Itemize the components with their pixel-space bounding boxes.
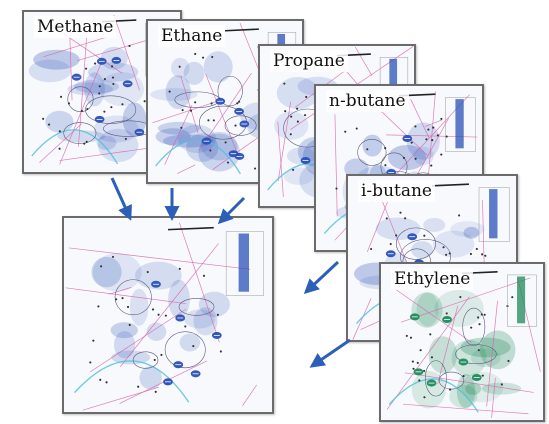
panel-combined — [62, 216, 274, 414]
contour-map-methane — [28, 14, 175, 165]
panel-ethylene: Ethylene — [379, 262, 545, 422]
panel-label-n-butane: n-butane — [326, 90, 409, 112]
panel-label-i-butane: i-butane — [358, 180, 435, 202]
arrow-i-butane — [309, 338, 351, 368]
panel-label-methane: Methane — [34, 16, 117, 38]
contour-map-combined — [65, 222, 264, 411]
panel-label-propane: Propane — [270, 50, 348, 72]
panel-label-ethylene: Ethylene — [391, 268, 474, 290]
arrow-n-butane — [303, 260, 340, 295]
arrow-methane — [110, 177, 132, 221]
panel-label-ethane: Ethane — [158, 25, 226, 47]
contour-map-ethylene — [386, 271, 541, 419]
